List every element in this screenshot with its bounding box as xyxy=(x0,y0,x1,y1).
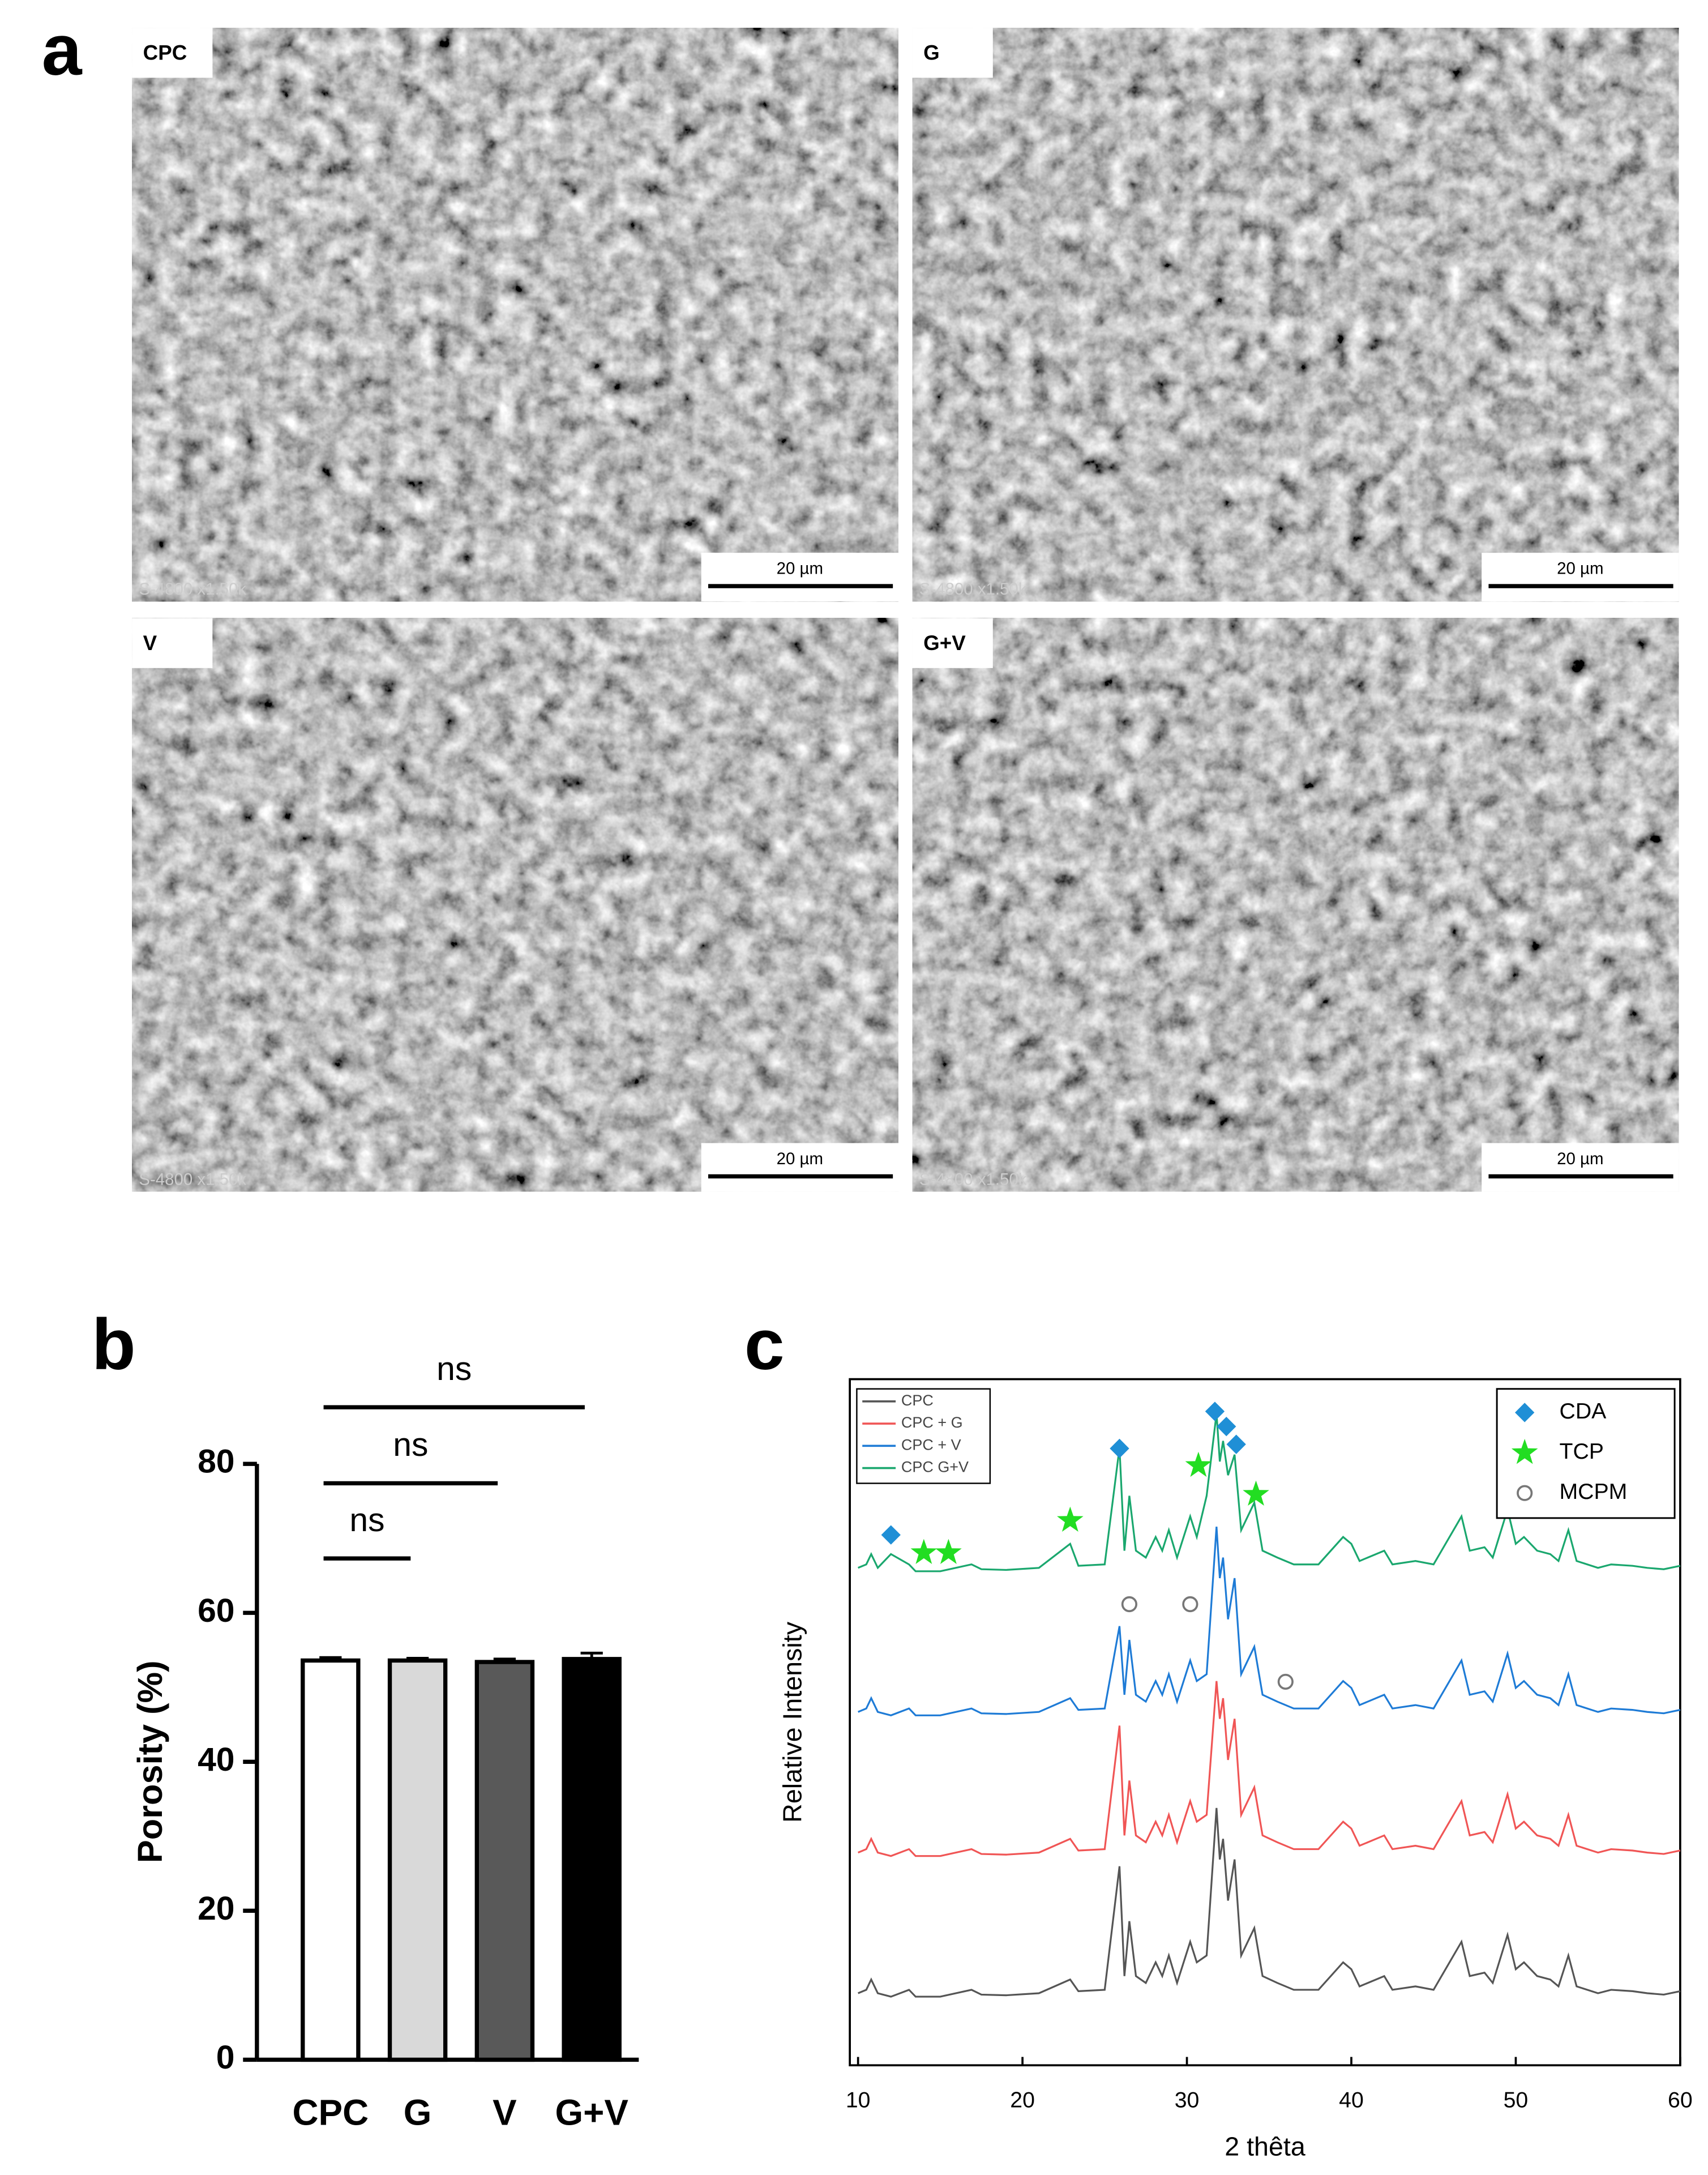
sem-label: CPC xyxy=(143,41,187,64)
marker xyxy=(1121,1596,1137,1613)
marker xyxy=(1243,1480,1269,1506)
bar xyxy=(387,1658,448,2062)
x-tick-label: 60 xyxy=(1668,2087,1693,2112)
label-box xyxy=(912,618,993,668)
sem-image xyxy=(132,618,898,1192)
bar xyxy=(474,1660,535,2062)
scale-bar-box xyxy=(701,553,898,602)
legend-marker xyxy=(1515,1403,1535,1422)
legend-label: TCP xyxy=(1559,1439,1603,1464)
marker xyxy=(935,1539,962,1564)
sem-image xyxy=(132,28,898,602)
sem-info: S-4800 x1.50k xyxy=(139,1170,246,1189)
panel-label: c xyxy=(744,1305,785,1385)
scale-bar-label: 20 µm xyxy=(777,1150,823,1168)
sem-image xyxy=(912,618,1679,1192)
legend-marker xyxy=(1511,1439,1538,1464)
marker xyxy=(1277,1673,1294,1690)
marker xyxy=(1226,1434,1246,1454)
y-tick-label: 0 xyxy=(216,2039,235,2076)
sem-info: S-4800 x1.50k xyxy=(919,580,1027,599)
marker xyxy=(910,1539,938,1564)
panel-label: b xyxy=(92,1305,136,1385)
legend-marker xyxy=(1517,1485,1533,1501)
scale-bar-label: 20 µm xyxy=(1557,559,1603,578)
marker xyxy=(881,1525,901,1545)
plot-frame xyxy=(849,1378,1681,2067)
x-tick-label: G xyxy=(404,2092,432,2133)
legend-label: CPC xyxy=(901,1392,934,1409)
scale-bar-label: 20 µm xyxy=(777,559,823,578)
x-tick-label: 10 xyxy=(846,2087,871,2112)
x-tick-label: V xyxy=(493,2092,517,2133)
legend-label: CPC G+V xyxy=(901,1459,969,1476)
x-tick-label: 20 xyxy=(1010,2087,1035,2112)
bar xyxy=(301,1658,361,2062)
marker xyxy=(1057,1506,1084,1532)
marker xyxy=(1182,1596,1198,1613)
x-axis-title: 2 thêta xyxy=(1225,2132,1305,2161)
scale-bar-label: 20 µm xyxy=(1557,1150,1603,1168)
y-tick-label: 80 xyxy=(198,1443,234,1480)
scale-bar-box xyxy=(1482,1143,1679,1192)
comparison-label: ns xyxy=(436,1351,472,1387)
sem-label: V xyxy=(143,631,157,655)
line xyxy=(858,1526,1681,1716)
y-tick-label: 40 xyxy=(198,1741,234,1778)
y-tick-label: 60 xyxy=(198,1592,234,1629)
y-axis-title: Porosity (%) xyxy=(130,1661,169,1864)
label-box xyxy=(132,618,213,668)
line xyxy=(858,1681,1681,1857)
sem-info: S-4800 x1.50k xyxy=(919,1170,1027,1189)
scale-bar-box xyxy=(1482,553,1679,602)
marker xyxy=(1110,1438,1129,1459)
line xyxy=(858,1413,1681,1573)
marker xyxy=(1217,1417,1236,1437)
marker xyxy=(1185,1451,1212,1477)
x-tick-label: 50 xyxy=(1504,2087,1529,2112)
x-tick-label: CPC xyxy=(292,2092,369,2133)
legend-label: CPC + G xyxy=(901,1414,963,1431)
scale-bar-box xyxy=(701,1143,898,1192)
y-tick-label: 20 xyxy=(198,1890,234,1927)
sem-label: G+V xyxy=(923,631,966,655)
legend-label: CPC + V xyxy=(901,1436,961,1453)
sem-label: G xyxy=(923,41,940,64)
panel-label: a xyxy=(42,10,83,91)
x-tick-label: 40 xyxy=(1339,2087,1364,2112)
y-axis-title: Relative Intensity xyxy=(777,1621,807,1823)
x-tick-label: G+V xyxy=(555,2092,628,2133)
line xyxy=(858,1807,1681,1998)
legend-label: MCPM xyxy=(1559,1479,1627,1504)
marker xyxy=(1205,1401,1225,1421)
label-box xyxy=(912,28,993,78)
comparison-label: ns xyxy=(349,1502,384,1539)
sem-image xyxy=(912,28,1679,602)
comparison-label: ns xyxy=(393,1426,428,1463)
legend-label: CDA xyxy=(1559,1399,1607,1424)
sem-info: S-4800 x1.50k xyxy=(139,580,246,599)
bar xyxy=(562,1657,622,2062)
label-box xyxy=(132,28,213,78)
x-tick-label: 30 xyxy=(1175,2087,1200,2112)
